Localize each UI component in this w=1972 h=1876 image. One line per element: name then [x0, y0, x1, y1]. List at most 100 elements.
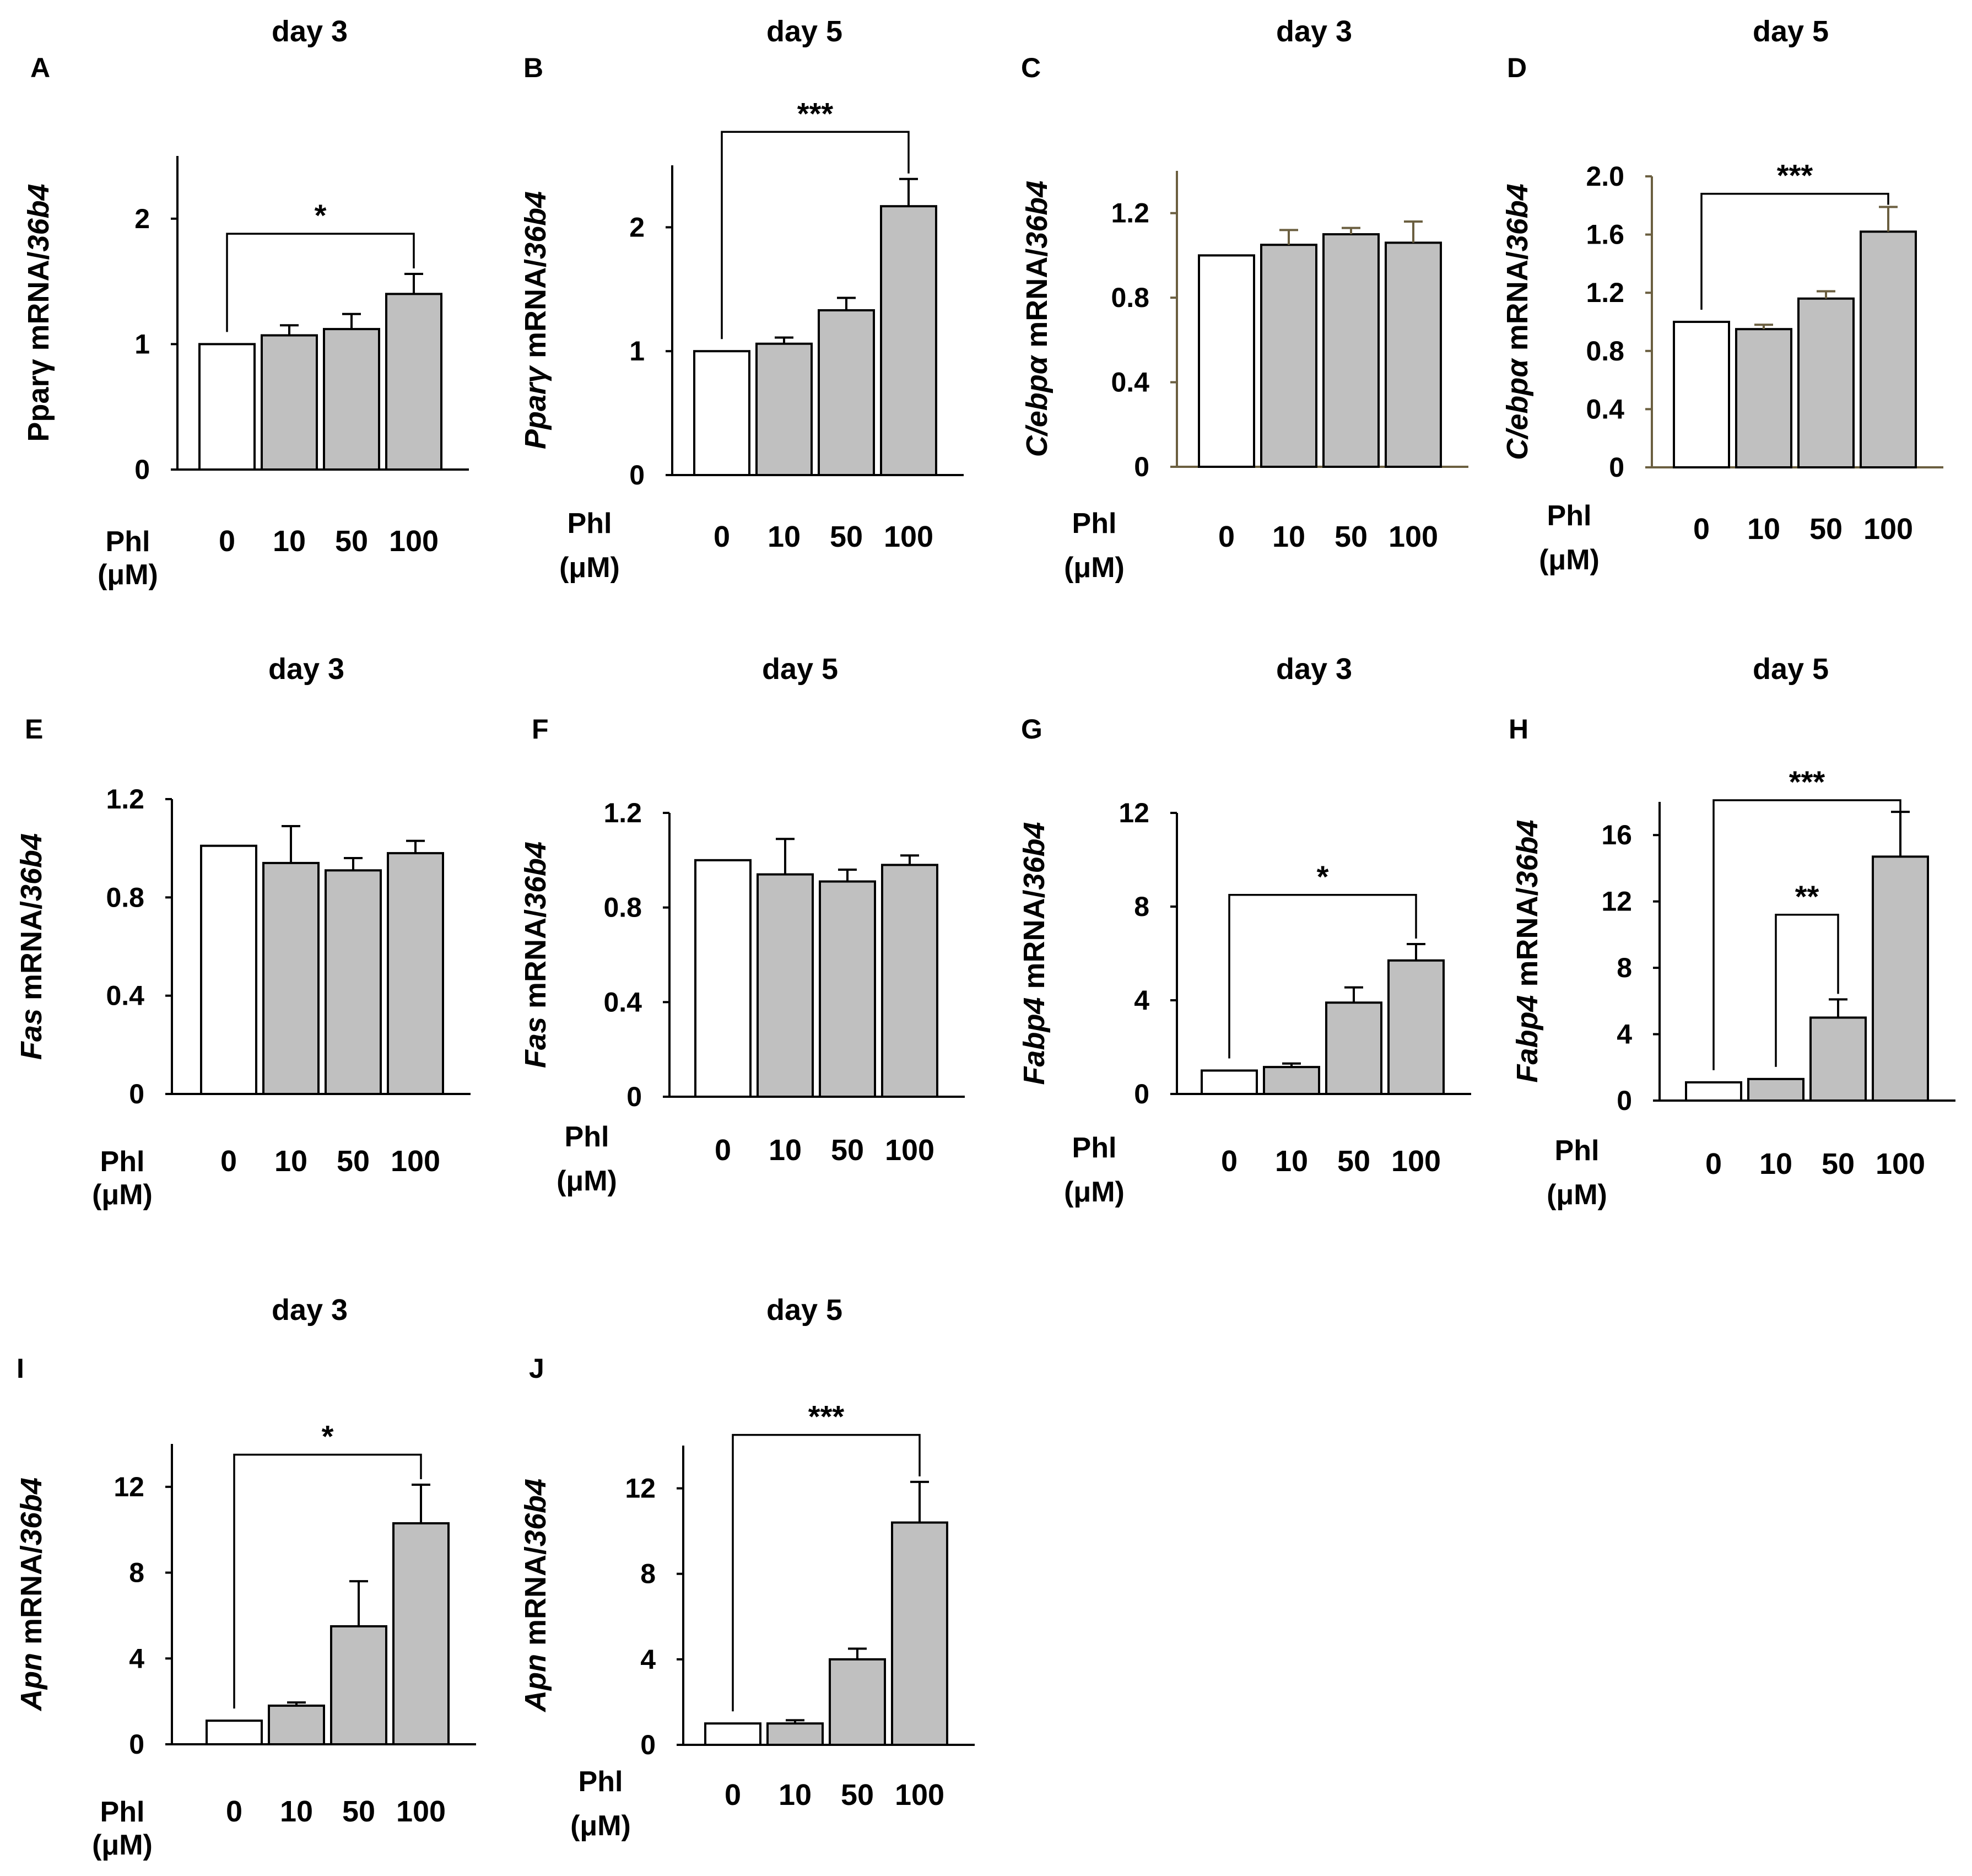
x-tick-label: 100 [396, 1795, 446, 1828]
panel-letter: G [1021, 714, 1042, 745]
significance-bracket [1775, 914, 1839, 1067]
y-label-ref: 36b4 [1511, 820, 1544, 887]
bar-100 [1387, 959, 1445, 1095]
y-label-ref: 36b4 [22, 184, 55, 251]
x-tick-label: 0 [220, 1145, 237, 1178]
y-axis-label: Pparγ mRNA/36b4 [519, 191, 552, 449]
x-axis-label: Phl [1555, 1135, 1600, 1167]
panel-title: day 3 [1276, 653, 1352, 686]
bar-10 [268, 1704, 325, 1745]
y-label-gene: Apn [519, 1654, 552, 1713]
y-label-mrna: mRNA/ [519, 1546, 552, 1654]
x-axis-label: Phl [579, 1766, 623, 1798]
bar-10 [1747, 1077, 1804, 1102]
y-label-mrna: mRNA/ [1501, 251, 1534, 359]
bar-0 [198, 343, 256, 471]
panel-title: day 3 [272, 1293, 348, 1327]
significance-label: * [315, 198, 327, 233]
significance-label: *** [808, 1399, 845, 1434]
x-tick-label: 50 [841, 1778, 874, 1812]
x-tick-label: 100 [885, 1134, 934, 1167]
x-tick-label: 10 [273, 525, 306, 558]
bar-50 [325, 869, 382, 1095]
y-label-ref: 36b4 [519, 842, 552, 909]
bar-0 [206, 1719, 263, 1745]
y-tick-label: 0 [1617, 1085, 1632, 1116]
y-tick-label: 0.4 [106, 980, 144, 1011]
y-axis-label: Fas mRNA/36b4 [15, 833, 48, 1060]
bar-50 [819, 880, 876, 1098]
y-label-mrna: mRNA/ [519, 259, 552, 366]
y-label-gene: C/ebpα [1020, 354, 1053, 457]
y-label-gene: Fabp4 [1018, 998, 1051, 1085]
y-tick-label: 1.2 [1586, 277, 1624, 308]
y-tick-label: 8 [129, 1557, 144, 1588]
bar-100 [392, 1522, 450, 1745]
bar-50 [829, 1658, 886, 1746]
bar-100 [1860, 230, 1917, 468]
significance-bracket [1228, 894, 1417, 1059]
x-axis-label: Phl [100, 1796, 145, 1828]
y-label-mrna: mRNA/ [1020, 249, 1053, 356]
y-tick-label: 12 [1119, 797, 1149, 828]
y-tick-label: 0 [1134, 1079, 1149, 1109]
y-tick-label: 4 [129, 1643, 144, 1674]
x-axis-unit: (μM) [92, 1179, 153, 1211]
y-label-ref: 36b4 [15, 1478, 48, 1545]
y-label-ref: 36b4 [15, 833, 48, 901]
y-tick-label: 0 [1134, 451, 1149, 482]
x-tick-label: 10 [1275, 1145, 1308, 1178]
x-tick-label: 10 [1747, 513, 1780, 546]
y-tick-label: 0 [640, 1729, 656, 1760]
y-tick-label: 4 [1617, 1019, 1632, 1050]
bar-100 [387, 852, 444, 1096]
bar-0 [200, 844, 257, 1096]
bar-0 [1673, 321, 1730, 468]
y-label-ref: 36b4 [1020, 181, 1053, 249]
x-tick-label: 0 [1218, 520, 1235, 553]
panel-letter: F [532, 714, 549, 745]
y-label-gene: Apn [15, 1653, 48, 1712]
y-tick-label: 12 [1601, 886, 1632, 917]
panel-title: day 3 [268, 653, 344, 686]
y-tick-label: 1.2 [603, 797, 642, 828]
x-axis-label: Phl [568, 508, 612, 540]
x-axis-unit: (μM) [1064, 1176, 1125, 1208]
bar-10 [757, 873, 814, 1098]
x-tick-label: 50 [1337, 1145, 1370, 1178]
y-label-gene: Pparγ [22, 359, 55, 442]
x-tick-label: 50 [1822, 1147, 1855, 1180]
x-tick-label: 10 [768, 520, 801, 553]
bar-50 [1809, 1016, 1867, 1102]
bar-0 [1201, 1069, 1258, 1095]
bar-0 [1685, 1081, 1742, 1102]
x-axis-unit: (μM) [98, 559, 158, 591]
bar-50 [323, 328, 380, 471]
bar-10 [1260, 244, 1317, 468]
x-axis-unit: (μM) [559, 552, 620, 584]
y-axis-label: Apn mRNA/36b4 [519, 1479, 552, 1713]
x-tick-label: 10 [1272, 520, 1305, 553]
significance-bracket [732, 1433, 921, 1712]
y-tick-label: 0 [134, 454, 150, 485]
x-tick-label: 10 [779, 1778, 812, 1812]
y-tick-label: 4 [1134, 985, 1149, 1016]
x-tick-label: 100 [895, 1778, 944, 1812]
x-axis-unit: (μM) [92, 1829, 153, 1861]
x-axis-label: Phl [565, 1121, 609, 1153]
y-label-ref: 36b4 [1018, 822, 1051, 890]
x-tick-label: 100 [884, 520, 933, 553]
y-label-gene: Fabp4 [1511, 995, 1544, 1083]
bar-0 [1198, 254, 1255, 468]
y-label-mrna: mRNA/ [1511, 888, 1544, 995]
x-tick-label: 0 [714, 520, 730, 553]
y-tick-label: 8 [640, 1559, 656, 1589]
